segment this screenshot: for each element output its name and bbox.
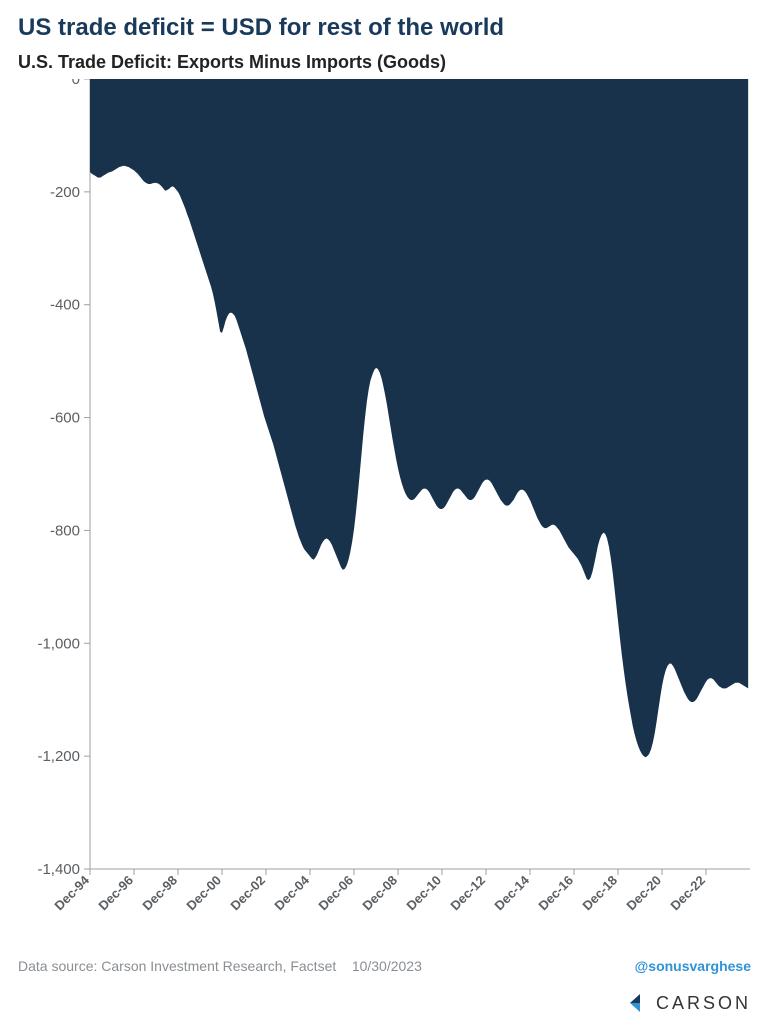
area-chart-svg: 0-200-400-600-800-1,000-1,200-1,400Dec-9… bbox=[18, 79, 751, 949]
svg-text:Dec-10: Dec-10 bbox=[403, 873, 444, 914]
svg-text:Dec-00: Dec-00 bbox=[183, 873, 224, 914]
source-label: Data source: Carson Investment Research,… bbox=[18, 958, 336, 974]
svg-text:Dec-94: Dec-94 bbox=[51, 872, 92, 913]
svg-text:Dec-08: Dec-08 bbox=[359, 873, 400, 914]
svg-text:-1,400: -1,400 bbox=[37, 861, 80, 878]
svg-text:Dec-14: Dec-14 bbox=[491, 872, 532, 913]
svg-text:-1,000: -1,000 bbox=[37, 635, 80, 652]
svg-text:-1,200: -1,200 bbox=[37, 748, 80, 765]
chart-area: 0-200-400-600-800-1,000-1,200-1,400Dec-9… bbox=[18, 79, 751, 949]
svg-text:Dec-18: Dec-18 bbox=[579, 873, 620, 914]
svg-text:-600: -600 bbox=[50, 410, 80, 427]
main-title: US trade deficit = USD for rest of the w… bbox=[18, 14, 751, 42]
svg-text:Dec-98: Dec-98 bbox=[139, 873, 180, 914]
svg-text:-400: -400 bbox=[50, 297, 80, 314]
source-date: 10/30/2023 bbox=[352, 958, 422, 974]
footer: Data source: Carson Investment Research,… bbox=[18, 958, 751, 974]
svg-text:Dec-04: Dec-04 bbox=[271, 872, 312, 913]
svg-text:-800: -800 bbox=[50, 522, 80, 539]
page: US trade deficit = USD for rest of the w… bbox=[0, 0, 769, 1024]
svg-text:Dec-06: Dec-06 bbox=[315, 873, 356, 914]
svg-text:Dec-22: Dec-22 bbox=[667, 873, 708, 914]
svg-text:Dec-12: Dec-12 bbox=[447, 873, 488, 914]
svg-text:Dec-20: Dec-20 bbox=[623, 873, 664, 914]
chart-subtitle: U.S. Trade Deficit: Exports Minus Import… bbox=[18, 52, 751, 73]
brand-block: CARSON bbox=[626, 992, 751, 1014]
svg-text:-200: -200 bbox=[50, 184, 80, 201]
svg-text:Dec-02: Dec-02 bbox=[227, 873, 268, 914]
brand-name: CARSON bbox=[656, 993, 751, 1014]
data-source-text: Data source: Carson Investment Research,… bbox=[18, 958, 422, 974]
svg-text:Dec-96: Dec-96 bbox=[95, 873, 136, 914]
svg-text:Dec-16: Dec-16 bbox=[535, 873, 576, 914]
twitter-handle: @sonusvarghese bbox=[635, 958, 751, 974]
svg-text:0: 0 bbox=[72, 79, 80, 88]
carson-logo-icon bbox=[626, 992, 648, 1014]
